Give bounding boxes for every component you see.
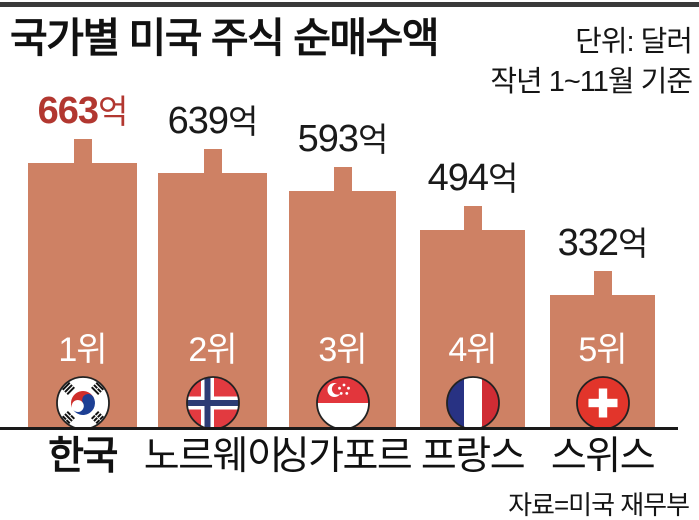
unit-note-line1: 단위: 달러 — [575, 26, 693, 58]
rank-badge-norway: 2위 — [188, 331, 237, 369]
flag-france-icon — [445, 376, 500, 430]
bar-nub — [463, 206, 482, 230]
page-title: 국가별 미국 주식 순매수액 — [10, 15, 440, 61]
country-label-norway: 노르웨이 — [143, 435, 283, 478]
flag-south-korea-icon — [55, 376, 110, 430]
value-label-korea: 663억 — [37, 90, 129, 132]
bar-group-norway: 639억 2위 노르웨이 — [144, 0, 283, 520]
value-label-norway: 639억 — [167, 100, 259, 142]
country-label-korea: 한국 — [48, 435, 118, 478]
value-label-switzerland: 332억 — [557, 222, 649, 264]
bar-group-singapore: 593억 3위 — [274, 0, 413, 520]
bar-nub — [73, 139, 92, 163]
rank-badge-france: 4위 — [448, 331, 497, 369]
bar-korea: 663억 1위 — [28, 92, 137, 430]
flag-switzerland-icon — [575, 376, 630, 430]
flag-singapore-icon — [315, 376, 370, 430]
rank-badge-korea: 1위 — [58, 331, 107, 369]
value-label-singapore: 593억 — [297, 118, 389, 160]
bar-nub — [203, 149, 222, 173]
bar-france: 494억 4위 — [420, 159, 525, 430]
country-label-singapore: 싱가포르 — [273, 435, 413, 478]
country-label-switzerland: 스위스 — [550, 435, 656, 478]
rank-badge-switzerland: 5위 — [578, 331, 627, 369]
bar-nub — [593, 271, 612, 295]
bar-switzerland: 332억 5위 — [550, 224, 655, 430]
bar-nub — [333, 167, 352, 191]
unit-note-line2: 작년 1~11월 기준 — [490, 66, 693, 98]
value-label-france: 494억 — [427, 157, 519, 199]
rank-badge-singapore: 3위 — [318, 331, 367, 369]
bar-singapore: 593억 3위 — [289, 120, 396, 430]
bar-group-switzerland: 332억 5위 스위스 — [550, 0, 656, 520]
top-rule — [0, 2, 699, 7]
country-label-france: 프랑스 — [420, 435, 526, 478]
x-axis-line — [0, 427, 678, 430]
bar-group-korea: 663억 1위 — [28, 0, 137, 520]
unit-note: 단위: 달러 작년 1~11월 기준 — [490, 22, 693, 102]
bar-group-france: 494억 4위 프랑스 — [420, 0, 526, 520]
source-note: 자료=미국 재무부 — [508, 490, 690, 520]
flag-norway-icon — [185, 376, 240, 430]
bar-norway: 639억 2위 — [158, 102, 267, 430]
